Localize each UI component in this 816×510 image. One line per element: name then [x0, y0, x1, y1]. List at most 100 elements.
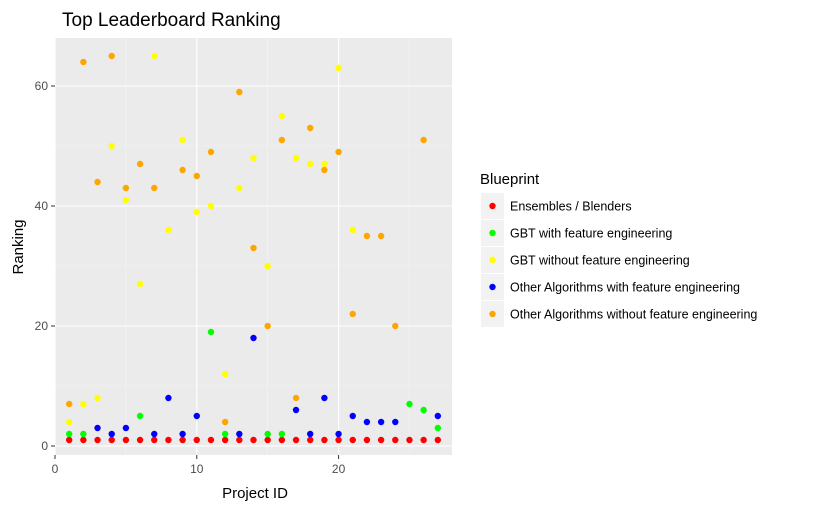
- data-point-series-1: [151, 436, 158, 444]
- data-point-series-5: [307, 124, 314, 132]
- data-point-series-3: [65, 418, 73, 426]
- legend-key-dot: [489, 283, 496, 291]
- data-point-series-5: [80, 58, 87, 66]
- data-point-series-5: [236, 88, 243, 96]
- data-point-series-4: [321, 394, 328, 402]
- data-point-series-1: [207, 436, 215, 444]
- data-point-series-5: [363, 232, 371, 240]
- data-point-series-4: [122, 424, 130, 432]
- data-point-series-5: [278, 136, 286, 144]
- data-point-series-3: [278, 112, 286, 120]
- grid-lines: [54, 38, 452, 455]
- data-point-series-4: [335, 430, 342, 438]
- data-point-series-1: [292, 436, 300, 444]
- data-point-series-4: [236, 430, 243, 438]
- data-point-series-3: [236, 184, 243, 192]
- data-point-series-1: [420, 436, 427, 444]
- data-point-series-1: [179, 436, 186, 444]
- data-point-series-5: [420, 136, 427, 144]
- data-point-series-5: [108, 52, 115, 60]
- x-axis-title: Project ID: [222, 485, 288, 502]
- data-point-series-2: [278, 430, 286, 438]
- data-point-series-5: [392, 322, 399, 330]
- y-tick-label: 20: [35, 319, 49, 333]
- data-point-series-3: [307, 160, 314, 168]
- legend-item: Other Algorithms with feature engineerin…: [481, 274, 740, 300]
- data-point-series-5: [292, 394, 300, 402]
- data-point-series-4: [434, 412, 442, 420]
- data-point-series-4: [250, 334, 257, 342]
- legend-key-dot: [489, 256, 496, 264]
- data-point-series-5: [264, 322, 271, 330]
- legend-item: Other Algorithms without feature enginee…: [481, 301, 757, 327]
- data-point-series-2: [406, 400, 413, 408]
- data-point-series-3: [165, 226, 172, 234]
- data-point-series-1: [65, 436, 73, 444]
- data-point-series-2: [434, 424, 442, 432]
- axis-ticks: 0 10 20 0 20 40 60: [35, 79, 346, 476]
- data-point-series-1: [434, 436, 442, 444]
- data-point-series-1: [165, 436, 172, 444]
- data-point-series-3: [94, 394, 101, 402]
- data-point-series-5: [136, 160, 144, 168]
- data-point-series-1: [122, 436, 130, 444]
- x-tick-label: 20: [332, 462, 346, 476]
- data-point-series-4: [108, 430, 115, 438]
- data-point-series-3: [321, 160, 328, 168]
- y-tick-label: 0: [41, 439, 48, 453]
- data-point-series-3: [179, 136, 186, 144]
- data-point-series-1: [193, 436, 200, 444]
- data-point-series-5: [179, 166, 186, 174]
- data-point-series-1: [221, 436, 229, 444]
- data-point-series-4: [392, 418, 399, 426]
- data-point-series-5: [221, 418, 229, 426]
- data-point-series-1: [236, 436, 243, 444]
- data-point-series-2: [65, 430, 73, 438]
- data-point-series-3: [250, 154, 257, 162]
- data-point-series-4: [377, 418, 385, 426]
- data-point-series-5: [94, 178, 101, 186]
- data-point-series-5: [377, 232, 385, 240]
- data-point-series-2: [420, 406, 427, 414]
- legend-key-dot: [489, 229, 496, 237]
- data-point-series-1: [108, 436, 115, 444]
- legend-label: GBT with feature engineering: [510, 227, 672, 241]
- data-point-series-4: [179, 430, 186, 438]
- data-point-series-5: [65, 400, 73, 408]
- data-point-series-1: [264, 436, 271, 444]
- data-point-series-5: [349, 310, 356, 318]
- legend-label: Ensembles / Blenders: [510, 200, 632, 214]
- data-point-series-1: [278, 436, 286, 444]
- data-point-series-3: [108, 142, 115, 150]
- data-point-series-2: [136, 412, 144, 420]
- data-point-series-5: [207, 148, 215, 156]
- legend-item: Ensembles / Blenders: [481, 193, 632, 219]
- data-point-series-1: [307, 436, 314, 444]
- data-point-series-1: [321, 436, 328, 444]
- legend-item: GBT without feature engineering: [481, 247, 690, 273]
- data-point-series-1: [406, 436, 413, 444]
- data-point-series-3: [193, 208, 200, 216]
- data-point-series-5: [335, 148, 342, 156]
- data-point-series-1: [377, 436, 385, 444]
- y-tick-label: 40: [35, 199, 49, 213]
- legend: Blueprint Ensembles / Blenders GBT with f…: [480, 171, 757, 327]
- data-point-series-3: [207, 202, 215, 210]
- chart-title: Top Leaderboard Ranking: [62, 10, 281, 31]
- data-point-series-3: [264, 262, 271, 270]
- data-point-series-5: [122, 184, 130, 192]
- x-tick-label: 10: [190, 462, 204, 476]
- y-tick-label: 60: [35, 79, 49, 93]
- data-point-series-4: [165, 394, 172, 402]
- data-point-series-1: [363, 436, 371, 444]
- y-axis-title: Ranking: [10, 219, 27, 274]
- legend-label: Other Algorithms with feature engineerin…: [510, 281, 740, 295]
- data-point-series-2: [80, 430, 87, 438]
- data-point-series-3: [151, 52, 158, 60]
- data-point-series-1: [136, 436, 144, 444]
- data-point-series-3: [292, 154, 300, 162]
- data-point-series-5: [151, 184, 158, 192]
- legend-items: Ensembles / Blenders GBT with feature eng…: [481, 193, 757, 327]
- legend-item: GBT with feature engineering: [481, 220, 672, 246]
